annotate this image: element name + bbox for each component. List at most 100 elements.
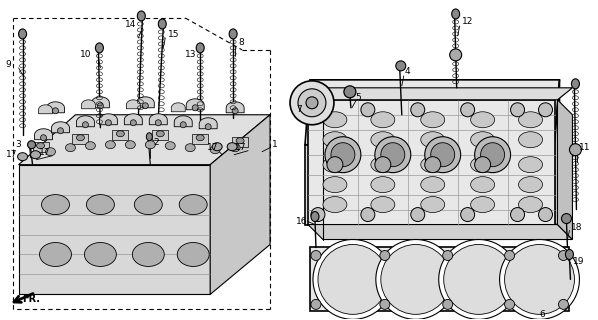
Ellipse shape xyxy=(371,157,395,173)
Ellipse shape xyxy=(371,112,395,128)
Ellipse shape xyxy=(156,131,164,137)
Ellipse shape xyxy=(165,142,175,150)
Text: 10: 10 xyxy=(81,50,92,60)
Ellipse shape xyxy=(311,208,325,221)
Ellipse shape xyxy=(396,61,406,71)
Ellipse shape xyxy=(471,112,495,128)
Ellipse shape xyxy=(421,157,445,173)
Ellipse shape xyxy=(375,137,411,173)
Text: 9: 9 xyxy=(5,60,11,69)
Ellipse shape xyxy=(105,120,111,126)
Ellipse shape xyxy=(142,103,148,109)
Polygon shape xyxy=(305,80,560,145)
Polygon shape xyxy=(308,88,572,100)
Ellipse shape xyxy=(566,250,573,260)
Ellipse shape xyxy=(421,177,445,193)
Ellipse shape xyxy=(96,43,103,53)
Ellipse shape xyxy=(562,213,572,224)
Text: 16: 16 xyxy=(296,217,307,226)
Ellipse shape xyxy=(196,135,204,141)
Polygon shape xyxy=(554,80,560,225)
Ellipse shape xyxy=(17,153,28,161)
Text: 2: 2 xyxy=(153,138,159,147)
Text: 13: 13 xyxy=(185,50,197,60)
Ellipse shape xyxy=(518,177,542,193)
Ellipse shape xyxy=(117,131,124,137)
Ellipse shape xyxy=(45,148,56,156)
Ellipse shape xyxy=(361,208,375,221)
Ellipse shape xyxy=(126,141,135,149)
Polygon shape xyxy=(72,134,89,144)
Ellipse shape xyxy=(450,49,462,61)
Ellipse shape xyxy=(36,143,44,149)
Text: 17: 17 xyxy=(235,143,246,152)
Polygon shape xyxy=(32,142,48,152)
Ellipse shape xyxy=(132,243,164,267)
Ellipse shape xyxy=(177,243,209,267)
Ellipse shape xyxy=(471,132,495,148)
Polygon shape xyxy=(136,97,154,108)
Ellipse shape xyxy=(84,243,117,267)
Ellipse shape xyxy=(192,105,198,111)
Text: 15: 15 xyxy=(168,30,180,39)
Ellipse shape xyxy=(381,143,405,167)
Ellipse shape xyxy=(361,103,375,117)
Ellipse shape xyxy=(30,151,41,159)
Ellipse shape xyxy=(39,243,72,267)
Ellipse shape xyxy=(87,195,114,215)
Ellipse shape xyxy=(313,239,393,319)
Ellipse shape xyxy=(499,239,579,319)
Ellipse shape xyxy=(518,157,542,173)
Ellipse shape xyxy=(65,144,75,152)
Ellipse shape xyxy=(380,251,390,260)
Polygon shape xyxy=(91,97,109,108)
Polygon shape xyxy=(38,105,53,114)
Polygon shape xyxy=(19,165,210,294)
Polygon shape xyxy=(557,100,572,239)
Ellipse shape xyxy=(518,196,542,212)
Ellipse shape xyxy=(311,251,321,260)
Ellipse shape xyxy=(158,19,166,29)
Text: 17: 17 xyxy=(5,150,17,159)
Ellipse shape xyxy=(77,135,84,141)
Ellipse shape xyxy=(475,157,490,173)
Ellipse shape xyxy=(28,141,35,149)
Ellipse shape xyxy=(444,244,514,314)
Text: 14: 14 xyxy=(126,20,137,29)
Polygon shape xyxy=(77,116,94,127)
Text: 4: 4 xyxy=(405,67,410,76)
Ellipse shape xyxy=(381,244,451,314)
Ellipse shape xyxy=(451,9,460,19)
Polygon shape xyxy=(232,137,248,147)
Ellipse shape xyxy=(439,239,518,319)
Ellipse shape xyxy=(411,208,425,221)
Ellipse shape xyxy=(380,300,390,309)
Ellipse shape xyxy=(539,208,553,221)
Ellipse shape xyxy=(311,212,319,221)
Ellipse shape xyxy=(460,103,475,117)
Ellipse shape xyxy=(298,89,326,117)
Text: 17: 17 xyxy=(38,148,50,157)
Ellipse shape xyxy=(518,112,542,128)
Ellipse shape xyxy=(227,143,237,151)
Ellipse shape xyxy=(376,239,456,319)
Polygon shape xyxy=(150,114,167,125)
Ellipse shape xyxy=(460,208,475,221)
Ellipse shape xyxy=(135,195,162,215)
Polygon shape xyxy=(310,247,569,311)
Ellipse shape xyxy=(323,196,347,212)
Polygon shape xyxy=(152,130,168,140)
Ellipse shape xyxy=(327,157,343,173)
Ellipse shape xyxy=(505,251,514,260)
Ellipse shape xyxy=(559,300,569,309)
Ellipse shape xyxy=(331,143,355,167)
Text: 8: 8 xyxy=(238,38,244,47)
Polygon shape xyxy=(186,99,204,110)
Ellipse shape xyxy=(481,143,505,167)
Polygon shape xyxy=(35,129,53,140)
Text: 11: 11 xyxy=(579,143,591,152)
Ellipse shape xyxy=(196,43,204,53)
Ellipse shape xyxy=(421,112,445,128)
Ellipse shape xyxy=(539,103,553,117)
Polygon shape xyxy=(199,118,217,129)
